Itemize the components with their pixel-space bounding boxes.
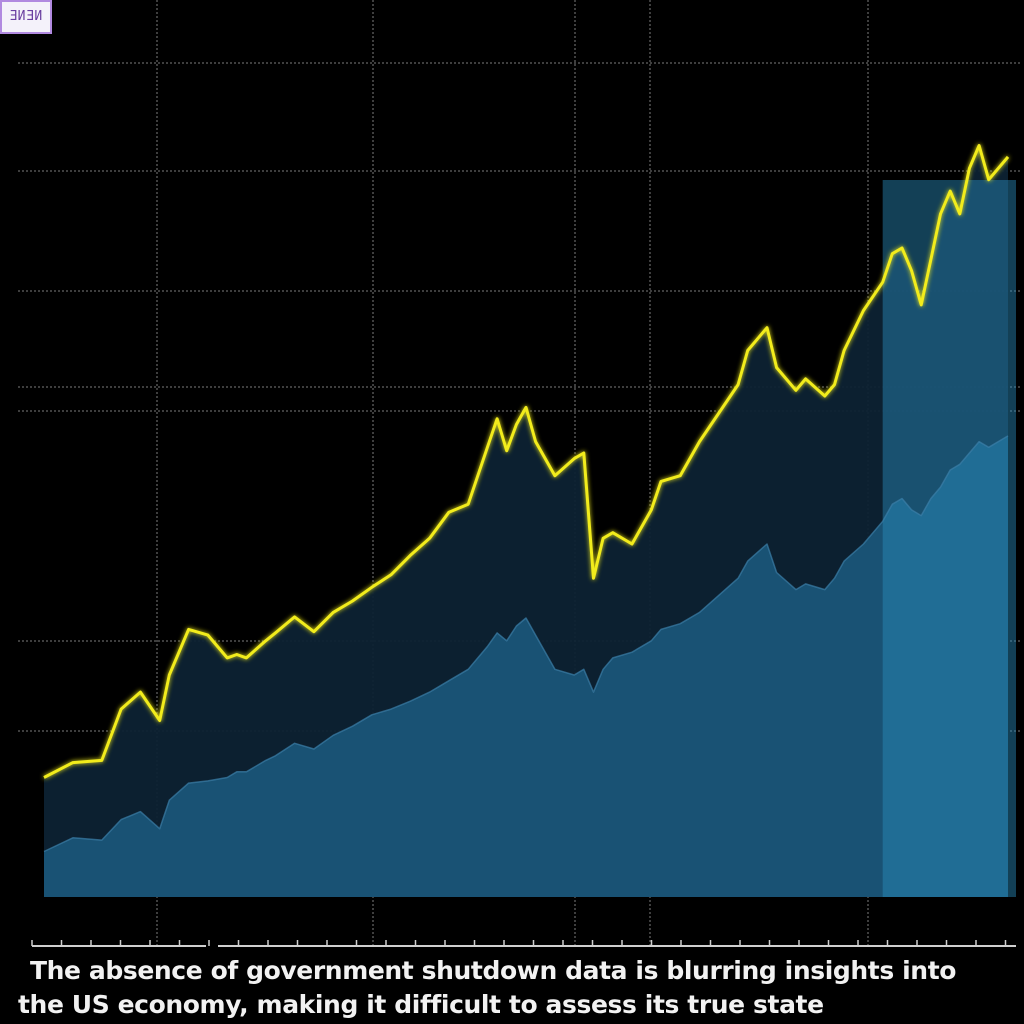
logo-badge: ƎИƎИ — [0, 0, 52, 34]
x-axis — [31, 940, 1016, 947]
highlight-region — [882, 180, 1016, 897]
area-series-2 — [44, 435, 1008, 897]
line-series-2 — [43, 435, 1009, 853]
caption-line-1: The absence of government shutdown data … — [30, 956, 957, 985]
line-series-1 — [43, 144, 1010, 779]
area-series — [44, 145, 1008, 897]
caption-line-2: the US economy, making it difficult to a… — [18, 990, 824, 1019]
caption: The absence of government shutdown data … — [18, 954, 1018, 1022]
line-series — [43, 144, 1010, 853]
